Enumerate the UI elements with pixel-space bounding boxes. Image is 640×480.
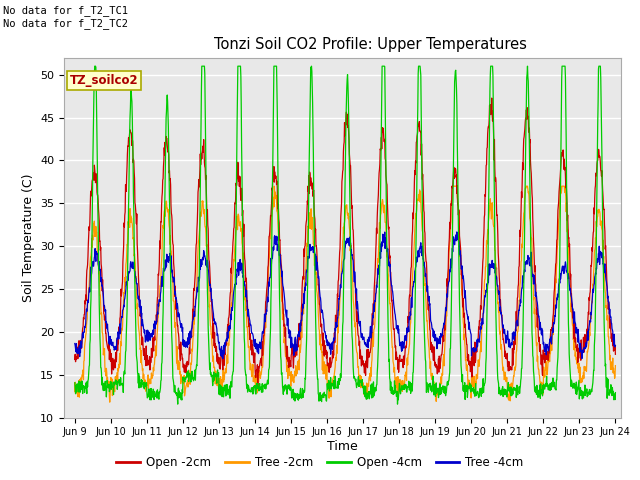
Text: TZ_soilco2: TZ_soilco2 — [70, 74, 138, 87]
Text: No data for f_T2_TC1
No data for f_T2_TC2: No data for f_T2_TC1 No data for f_T2_TC… — [3, 5, 128, 29]
Title: Tonzi Soil CO2 Profile: Upper Temperatures: Tonzi Soil CO2 Profile: Upper Temperatur… — [214, 37, 527, 52]
Y-axis label: Soil Temperature (C): Soil Temperature (C) — [22, 173, 35, 302]
Legend: Open -2cm, Tree -2cm, Open -4cm, Tree -4cm: Open -2cm, Tree -2cm, Open -4cm, Tree -4… — [112, 452, 528, 474]
X-axis label: Time: Time — [327, 440, 358, 453]
